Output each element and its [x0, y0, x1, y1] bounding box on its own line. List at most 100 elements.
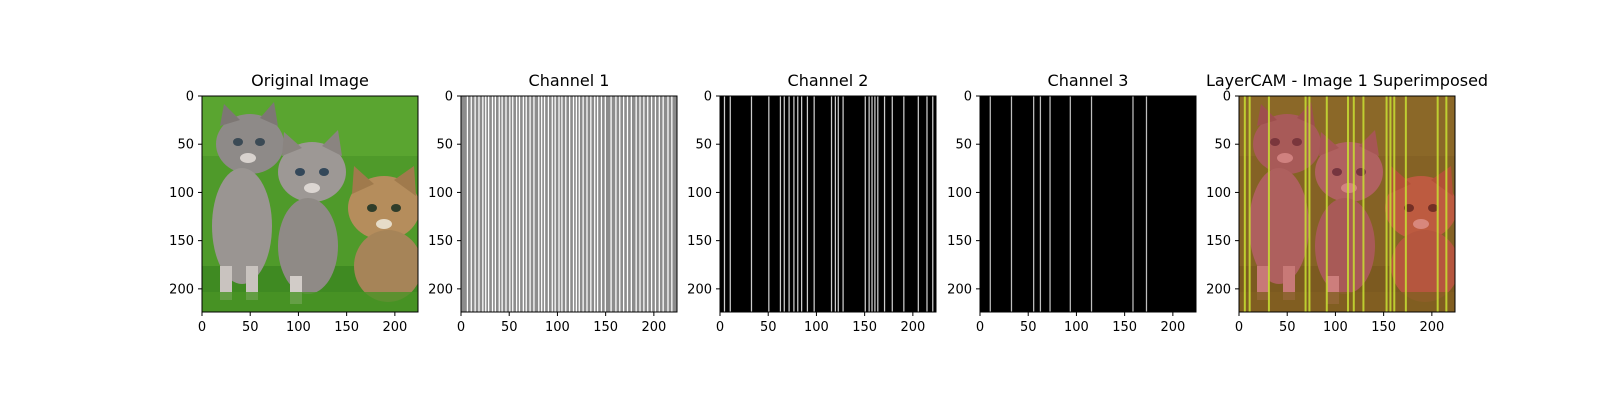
- heatmap-stripe: [842, 96, 844, 312]
- cam-stripe: [1267, 96, 1270, 312]
- heatmap-stripe: [582, 96, 584, 312]
- cam-stripe: [1347, 96, 1349, 312]
- heatmap-stripe: [801, 96, 803, 312]
- heatmap-stripe: [989, 96, 991, 312]
- heatmap-stripe: [806, 96, 809, 312]
- y-tick-label: 150: [687, 234, 712, 249]
- y-tick-label: 50: [955, 138, 972, 153]
- heatmap-stripe: [1145, 96, 1148, 312]
- x-tick-label: 0: [198, 320, 206, 335]
- heatmap-stripe: [572, 96, 575, 312]
- y-tick-label: 150: [947, 234, 972, 249]
- heatmap-stripe: [830, 96, 833, 312]
- heatmap-stripe: [626, 96, 629, 312]
- y-tick-label: 0: [704, 90, 712, 105]
- heatmap-stripe: [482, 96, 484, 312]
- heatmap-stripe: [834, 96, 837, 312]
- cam-stripe: [1385, 96, 1388, 312]
- heatmap-stripe: [926, 96, 928, 312]
- heatmap-stripe: [891, 96, 893, 312]
- heatmap-stripe: [635, 96, 637, 312]
- heatmap-stripe: [623, 96, 625, 312]
- x-tick-label: 50: [501, 320, 518, 335]
- kitten-photo: [202, 96, 418, 312]
- heatmap-stripe: [518, 96, 521, 312]
- heatmap-stripe: [561, 96, 563, 312]
- axes-frame: [460, 95, 678, 313]
- x-tick-label: 150: [593, 320, 618, 335]
- x-tick-label: 150: [852, 320, 877, 335]
- heatmap-stripe: [590, 96, 592, 312]
- heatmap-stripe: [932, 96, 934, 312]
- y-tick-label: 100: [687, 186, 712, 201]
- heatmap-stripe: [538, 96, 540, 312]
- heatmap-stripe: [575, 96, 578, 312]
- panel-title: Channel 1: [529, 71, 610, 90]
- x-tick-label: 150: [1112, 320, 1137, 335]
- y-tick-label: 50: [177, 138, 194, 153]
- heatmap-stripe: [551, 96, 553, 312]
- heatmap-stripe: [470, 96, 472, 312]
- heatmap-stripe: [793, 96, 795, 312]
- y-tick-label: 50: [1214, 138, 1231, 153]
- y-tick-label: 100: [1206, 186, 1231, 201]
- heatmap-stripe: [883, 96, 886, 312]
- heatmap-stripe: [917, 96, 919, 312]
- heatmap-stripe: [512, 96, 514, 312]
- heatmap-stripe: [779, 96, 782, 312]
- heatmap-stripe: [1132, 96, 1134, 312]
- x-tick-label: 200: [641, 320, 666, 335]
- y-tick-label: 0: [964, 90, 972, 105]
- heatmap-stripe: [491, 96, 494, 312]
- x-tick-label: 100: [286, 320, 311, 335]
- x-tick-label: 100: [545, 320, 570, 335]
- x-tick-label: 200: [900, 320, 925, 335]
- heatmap-stripe: [1049, 96, 1051, 312]
- heatmap-stripe: [529, 96, 531, 312]
- panel-1: Original Image 0 50 100 150 200 0 50 100 150 200: [169, 71, 419, 335]
- heatmap-stripe: [586, 96, 588, 312]
- heatmap-stripe: [547, 96, 550, 312]
- heatmap-background: [720, 96, 936, 312]
- cam-stripe: [1325, 96, 1328, 312]
- heatmap-stripe: [509, 96, 511, 312]
- y-tick-label: 100: [428, 186, 453, 201]
- x-tick-label: 50: [242, 320, 259, 335]
- heatmap-stripe: [1069, 96, 1071, 312]
- x-tick-label: 0: [716, 320, 724, 335]
- heatmap-stripe: [671, 96, 673, 312]
- heatmap-stripe: [485, 96, 487, 312]
- y-tick-label: 200: [687, 282, 712, 297]
- panel-3: Channel 2 0 50 100 150 200 0 50 100 150 200: [687, 71, 937, 335]
- heatmap-stripe: [498, 96, 500, 312]
- heatmap-stripe: [1010, 96, 1013, 312]
- heatmap-stripe: [610, 96, 612, 312]
- cam-stripe: [1389, 96, 1392, 312]
- x-tick-label: 0: [976, 320, 984, 335]
- cam-stripe: [1393, 96, 1396, 312]
- heatmap-stripe: [871, 96, 873, 312]
- cam-stripe: [1404, 96, 1407, 312]
- x-tick-label: 0: [1235, 320, 1243, 335]
- x-tick-label: 50: [1279, 320, 1296, 335]
- y-tick-label: 150: [428, 234, 453, 249]
- heatmap-stripe: [466, 96, 469, 312]
- y-tick-label: 0: [186, 90, 194, 105]
- heatmap-stripe: [541, 96, 543, 312]
- heatmap-stripe: [868, 96, 870, 312]
- panel-title: LayerCAM - Image 1 Superimposed: [1206, 71, 1488, 90]
- axes-frame: [979, 95, 1197, 313]
- x-tick-label: 150: [334, 320, 359, 335]
- y-tick-label: 0: [1223, 90, 1231, 105]
- image-content: [1239, 96, 1455, 312]
- cam-stripe: [1308, 96, 1311, 312]
- cam-stripe: [1352, 96, 1355, 312]
- cam-stripe: [1304, 96, 1307, 312]
- y-tick-label: 150: [169, 234, 194, 249]
- heatmap-stripe: [533, 96, 535, 312]
- heatmap-stripe: [658, 96, 660, 312]
- y-tick-label: 100: [169, 186, 194, 201]
- y-tick-label: 100: [947, 186, 972, 201]
- y-tick-label: 200: [428, 282, 453, 297]
